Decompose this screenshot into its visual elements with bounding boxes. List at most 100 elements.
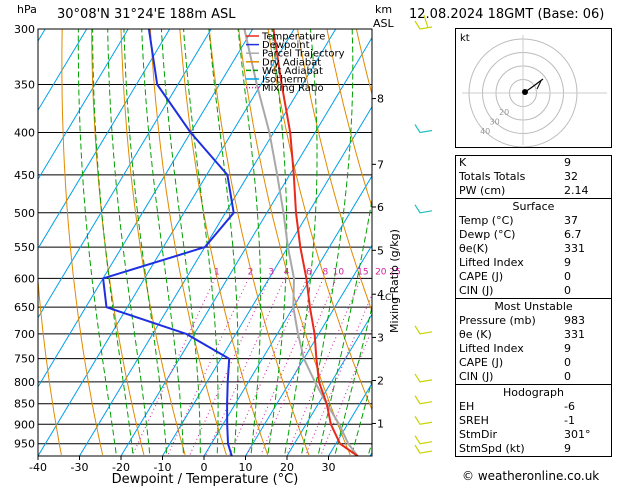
- pressure-tick-label: 850: [14, 398, 35, 411]
- dry-adiabat-line: [149, 29, 227, 456]
- dewpoint-line: [102, 29, 235, 456]
- isotherm-line: [286, 313, 372, 456]
- most-unstable-label: CAPE (J): [459, 356, 504, 369]
- pressure-tick-label: 450: [14, 169, 35, 182]
- mixing-ratio-label: 1: [214, 267, 220, 277]
- most-unstable-label: Pressure (mb): [459, 314, 536, 327]
- km-tick-label: 5: [377, 244, 384, 257]
- km-tick-label: 2: [377, 375, 384, 388]
- hodograph-label: EH: [459, 400, 475, 413]
- mixing-ratio-label: 10: [333, 267, 345, 277]
- pressure-tick-label: 900: [14, 418, 35, 431]
- index-row: PW (cm) 2.14: [456, 184, 611, 198]
- wet-adiabat-line: [141, 29, 184, 456]
- hodograph-row: StmSpd (kt) 9: [456, 442, 611, 456]
- hodograph-unit-label: kt: [460, 33, 470, 44]
- temperature-tick-label: 20: [280, 461, 294, 474]
- hodograph-label: StmDir: [459, 428, 498, 441]
- surface-value: 9: [564, 256, 571, 269]
- wet-adiabat-line: [77, 29, 117, 456]
- pressure-tick-label: 300: [14, 23, 35, 36]
- isotherm-line: [38, 29, 254, 388]
- index-label: K: [459, 156, 467, 169]
- mixing-ratio-axis-label: Mixing Ratio (g/kg): [388, 229, 401, 333]
- wind-barb: [414, 444, 433, 454]
- dry-adiabat-line: [208, 29, 310, 456]
- asl-unit-label: ASL: [373, 17, 394, 30]
- isotherm-line: [38, 29, 295, 456]
- mixing-ratio-line: [320, 328, 372, 456]
- dry-adiabat-line: [120, 29, 186, 456]
- legend-entry: Dry Adiabat: [262, 57, 321, 68]
- mixing-ratio-label: 25: [389, 267, 400, 277]
- most-unstable-label: θe (K): [459, 328, 492, 341]
- surface-label: Dewp (°C): [459, 228, 516, 241]
- most-unstable-label: CIN (J): [459, 370, 494, 383]
- index-value: 9: [564, 156, 571, 169]
- pressure-tick-label: 950: [14, 438, 35, 451]
- hodograph-row: StmDir 301°: [456, 428, 611, 442]
- wind-barb: [414, 124, 433, 134]
- wind-barb: [414, 395, 433, 405]
- location-title: 30°08'N 31°24'E 188m ASL: [57, 7, 236, 22]
- most-unstable-row: Lifted Index 9: [456, 342, 611, 356]
- most-unstable-row: θe (K) 331: [456, 328, 611, 342]
- dry-adiabat-line: [91, 29, 145, 456]
- mixing-ratio-line: [205, 278, 286, 456]
- wet-adiabat-line: [123, 29, 168, 456]
- hodograph-value: -1: [564, 414, 575, 427]
- isotherm-line: [203, 175, 372, 456]
- pressure-tick-label: 700: [14, 328, 35, 341]
- pressure-tick-label: 650: [14, 301, 35, 314]
- dry-adiabat-line: [238, 29, 351, 456]
- wind-barb: [414, 204, 433, 214]
- isotherm-line: [38, 29, 129, 181]
- mixing-ratio-line: [189, 278, 270, 456]
- isotherm-line: [38, 29, 88, 112]
- dry-adiabat-line: [621, 29, 629, 455]
- wet-adiabat-line: [237, 29, 262, 456]
- wet-adiabat-line: [107, 29, 151, 456]
- dry-adiabat-line: [267, 29, 372, 411]
- temperature-tick-label: 0: [201, 461, 208, 474]
- pressure-tick-label: 400: [14, 127, 35, 140]
- most-unstable-section-title: Most Unstable: [456, 298, 611, 314]
- isotherm-line: [162, 105, 372, 456]
- dry-adiabat-line: [61, 29, 104, 456]
- most-unstable-value: 0: [564, 356, 571, 369]
- surface-row: Dewp (°C) 6.7: [456, 228, 611, 242]
- km-tick-label: 8: [377, 93, 384, 106]
- surface-label: θe(K): [459, 242, 489, 255]
- wet-adiabat-line: [92, 29, 134, 456]
- most-unstable-value: 0: [564, 370, 571, 383]
- datetime-title: 12.08.2024 18GMT (Base: 06): [409, 7, 605, 22]
- wet-adiabat-line: [267, 29, 288, 456]
- km-unit-label: km: [375, 3, 393, 16]
- storm-motion-arrow: [536, 80, 542, 90]
- hodograph-label: StmSpd (kt): [459, 442, 525, 455]
- wet-adiabat-line: [208, 29, 239, 456]
- mixing-ratio-label: 8: [322, 267, 328, 277]
- surface-section-title: Surface: [456, 198, 611, 214]
- wet-adiabat-line: [334, 305, 372, 456]
- index-label: PW (cm): [459, 184, 506, 197]
- wind-barb: [414, 325, 433, 335]
- temperature-line: [272, 29, 359, 456]
- legend-entry: Isotherm: [262, 75, 306, 86]
- footer-copyright[interactable]: © weatheronline.co.uk: [462, 469, 600, 483]
- dry-adiabat-line: [179, 29, 269, 456]
- most-unstable-value: 9: [564, 342, 571, 355]
- surface-label: Temp (°C): [459, 214, 514, 227]
- hodograph-row: SREH -1: [456, 414, 611, 428]
- indices-table: K 9 Totals Totals 32 PW (cm) 2.14 Surface Tem…: [455, 155, 612, 457]
- pressure-tick-label: 350: [14, 78, 35, 91]
- wind-barb: [414, 415, 433, 425]
- surface-label: Lifted Index: [459, 256, 524, 269]
- lcl-label: LCL: [380, 293, 396, 303]
- surface-label: CAPE (J): [459, 270, 504, 283]
- hodograph-value: 301°: [564, 428, 591, 441]
- km-tick-label: 4: [377, 288, 384, 301]
- hodograph-ring-label: 30: [490, 117, 500, 126]
